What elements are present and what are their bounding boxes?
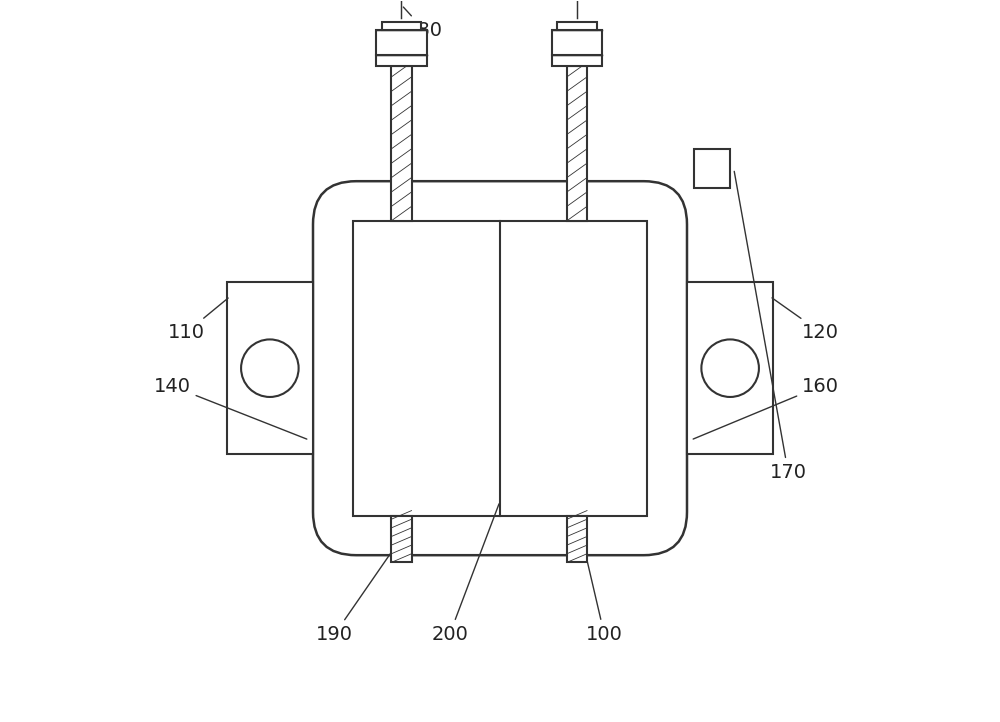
Bar bbox=[353, 221, 647, 516]
Bar bbox=[227, 282, 313, 454]
Text: 110: 110 bbox=[168, 298, 228, 342]
Text: 160: 160 bbox=[693, 377, 839, 439]
Text: 180: 180 bbox=[403, 7, 443, 40]
Text: 190: 190 bbox=[316, 550, 393, 644]
Bar bbox=[567, 66, 587, 221]
Bar bbox=[376, 56, 427, 66]
Bar bbox=[567, 516, 587, 562]
Text: 120: 120 bbox=[772, 298, 839, 342]
Bar bbox=[391, 66, 412, 221]
Bar bbox=[391, 516, 412, 562]
FancyBboxPatch shape bbox=[313, 181, 687, 555]
Text: 100: 100 bbox=[585, 551, 623, 644]
Bar bbox=[382, 22, 421, 30]
Bar bbox=[552, 30, 602, 56]
Text: 170: 170 bbox=[734, 171, 807, 482]
Bar bbox=[687, 282, 773, 454]
Circle shape bbox=[701, 339, 759, 397]
Circle shape bbox=[241, 339, 299, 397]
Text: 140: 140 bbox=[154, 377, 307, 439]
Bar bbox=[376, 30, 427, 56]
Text: 200: 200 bbox=[431, 504, 499, 644]
Bar bbox=[557, 22, 597, 30]
Bar bbox=[694, 149, 730, 188]
Bar bbox=[552, 56, 602, 66]
